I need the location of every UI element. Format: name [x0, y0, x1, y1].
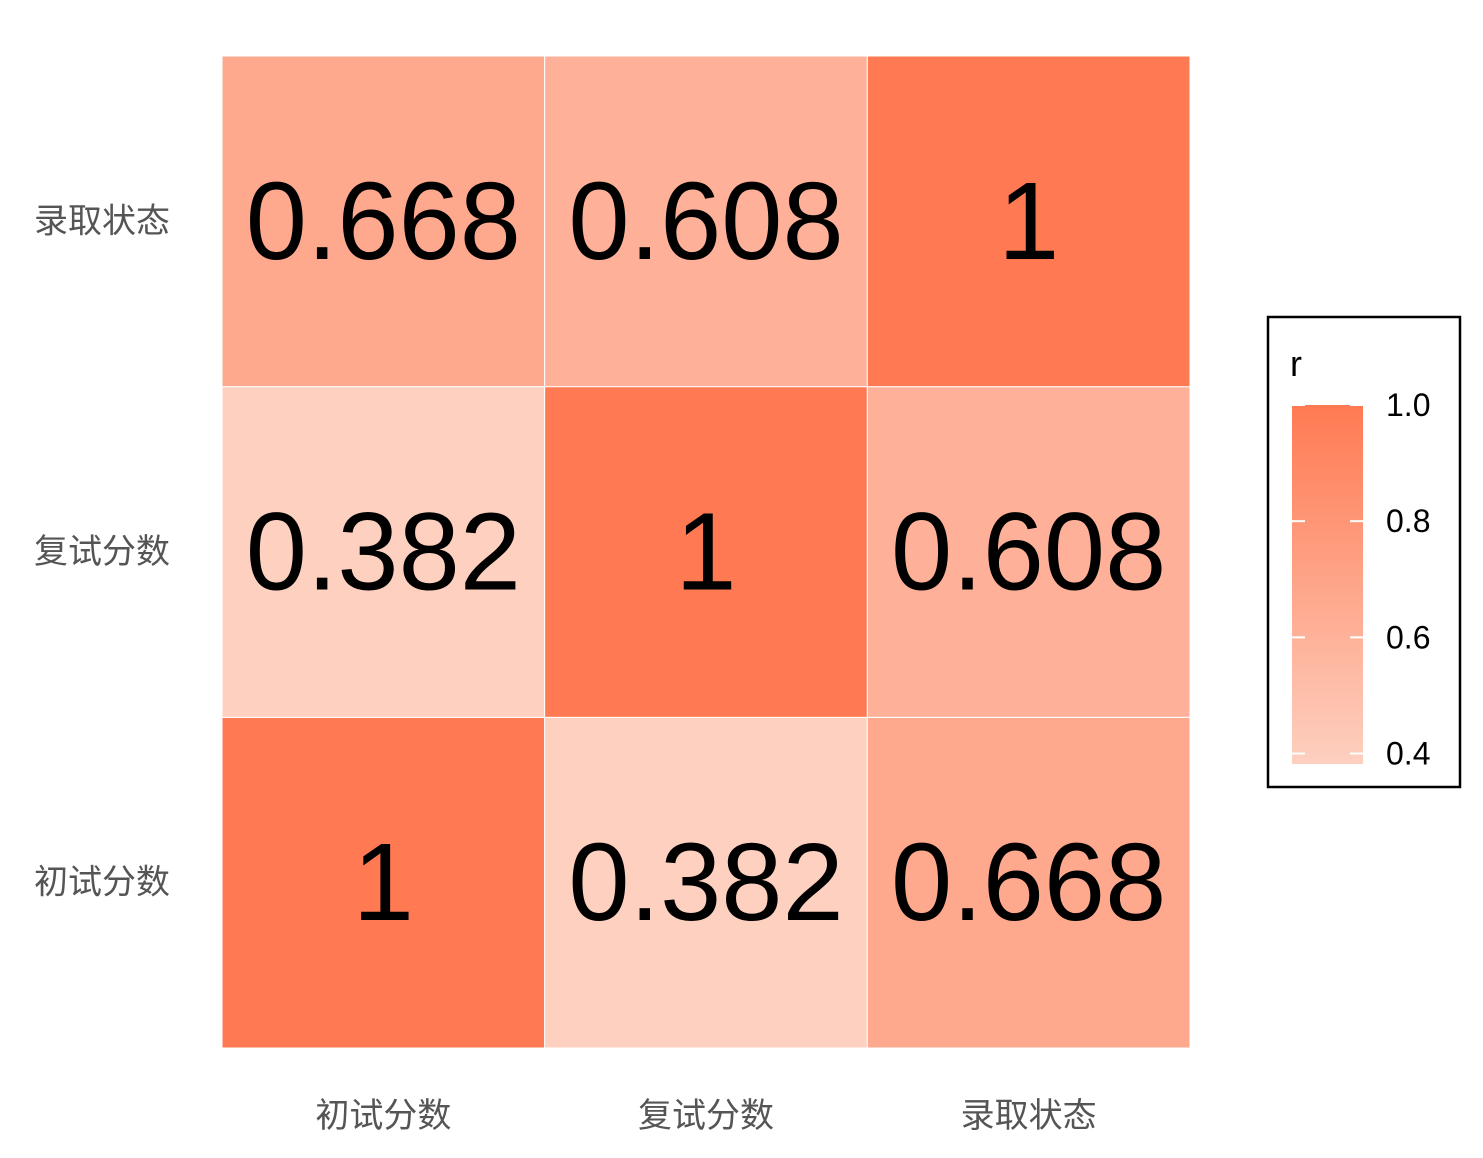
heatmap-cell [544, 55, 868, 388]
heatmap-cell [866, 386, 1191, 718]
y-axis-labels: 初试分数 复试分数 录取状态 [34, 201, 170, 902]
x-tick-label: 初试分数 [315, 1096, 451, 1136]
legend-tick-label: 0.6 [1386, 619, 1430, 655]
cell-value-label: 0.382 [246, 491, 521, 614]
cell-value-label: 0.608 [568, 160, 843, 283]
heatmap-cell [221, 386, 546, 718]
color-legend: r 1.0 0.8 0.6 0.4 [1266, 315, 1462, 789]
cell-value-label: 0.382 [568, 821, 843, 944]
cell-value-label: 1 [353, 821, 414, 944]
legend-ticks: 1.0 0.8 0.6 0.4 [1292, 387, 1430, 772]
legend-title: r [1290, 343, 1302, 384]
cell-value-label: 0.668 [891, 821, 1166, 944]
legend-tick-label: 0.8 [1386, 503, 1430, 539]
y-tick-label: 复试分数 [34, 532, 170, 572]
cell-value-label: 0.668 [246, 160, 521, 283]
heatmap-cell [221, 55, 546, 388]
heatmap-cell [866, 55, 1191, 388]
legend-tick-label: 0.4 [1386, 736, 1430, 772]
cell-value-label: 1 [998, 160, 1059, 283]
heatmap-cell [544, 716, 868, 1049]
y-tick-label: 初试分数 [34, 863, 170, 903]
heatmap-cell [221, 716, 546, 1049]
cell-value-label: 0.608 [891, 491, 1166, 614]
x-tick-label: 录取状态 [961, 1096, 1097, 1136]
heatmap-cell [544, 386, 868, 718]
y-tick-label: 录取状态 [34, 201, 170, 241]
legend-colorbar [1292, 405, 1363, 764]
legend-tick-label: 1.0 [1386, 387, 1430, 423]
x-tick-label: 复试分数 [638, 1096, 774, 1136]
heatmap-cells: 1 0.382 0.668 0.382 1 0.608 0.668 0.608 1 [221, 55, 1191, 1049]
x-axis-labels: 初试分数 复试分数 录取状态 [315, 1096, 1096, 1136]
cell-value-label: 1 [675, 491, 736, 614]
